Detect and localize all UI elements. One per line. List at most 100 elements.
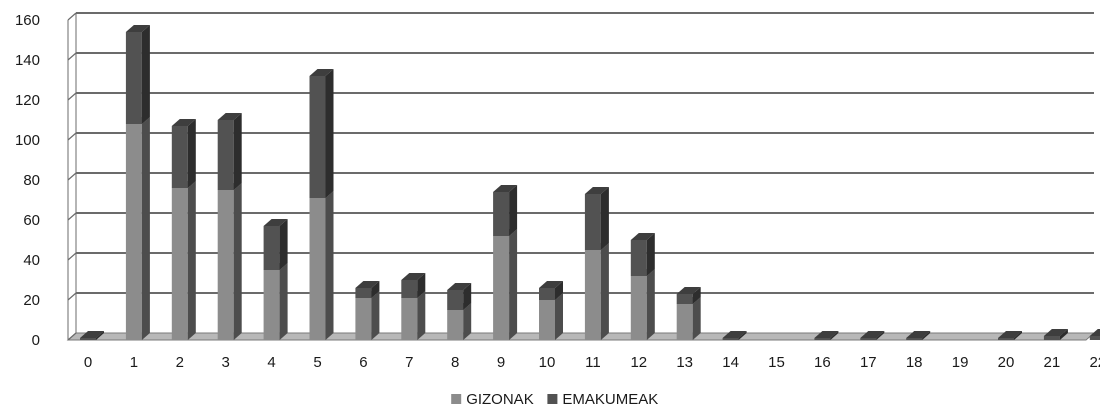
legend-label: EMAKUMEAK: [562, 391, 658, 408]
bar-segment-gizonak: [263, 263, 288, 340]
bar-side: [646, 269, 655, 340]
x-tick-label: 22: [1089, 354, 1100, 371]
bar-segment-emakumeak: [355, 281, 380, 298]
bar-side: [692, 287, 701, 304]
bar-side: [417, 273, 426, 298]
bar-side: [1059, 329, 1068, 340]
x-tick-label: 15: [768, 354, 785, 371]
bar-front: [998, 338, 1014, 340]
bar-front: [447, 290, 464, 310]
bar-front: [722, 338, 739, 340]
x-tick-label: 4: [267, 354, 275, 371]
bar-segment-emakumeak: [998, 331, 1022, 340]
bar-segment-emakumeak: [401, 273, 426, 298]
bar-segment-gizonak: [539, 293, 563, 340]
axis-layer: [67, 13, 77, 340]
bar-side: [141, 117, 150, 340]
bar-side: [463, 303, 472, 340]
legend: GIZONAK EMAKUMEAK: [451, 391, 658, 408]
y-tick-label: 80: [23, 172, 40, 189]
x-tick-label: 19: [952, 354, 969, 371]
gridline-depth: [67, 252, 77, 261]
bar-front: [80, 338, 96, 340]
bar-top: [814, 331, 839, 338]
gridline-depth: [67, 292, 77, 301]
bar-side: [187, 119, 196, 188]
bar-front: [906, 338, 923, 340]
bar-side: [509, 185, 518, 236]
bar-side: [187, 181, 196, 340]
bar-front: [125, 124, 142, 340]
bar-segment-emakumeak: [906, 331, 931, 340]
bar-front: [493, 236, 510, 340]
bar-front: [309, 76, 326, 198]
bar-side: [555, 281, 563, 300]
bar-side: [141, 25, 150, 124]
bar-segment-emakumeak: [630, 233, 655, 276]
bar-side: [738, 331, 747, 340]
bar-front: [1089, 336, 1100, 340]
bar-segment-emakumeak: [125, 25, 150, 124]
bar-front: [584, 194, 601, 250]
bar-front: [171, 126, 188, 188]
bar-side: [325, 191, 334, 340]
bar-side: [233, 113, 242, 190]
bar-front: [860, 338, 877, 340]
bar-side: [600, 243, 609, 340]
x-tick-label: 13: [676, 354, 693, 371]
gridline-depth: [67, 52, 77, 61]
legend-swatch: [547, 394, 558, 404]
bar-top: [630, 233, 655, 240]
bar-top: [80, 331, 104, 338]
bar-segment-emakumeak: [263, 219, 288, 270]
bar-top: [309, 69, 334, 76]
x-tick-label: 3: [222, 354, 230, 371]
x-tick-label: 21: [1044, 354, 1061, 371]
bar-top: [906, 331, 931, 338]
bar-front: [401, 280, 418, 298]
bar-top: [447, 283, 472, 290]
bar-side: [830, 331, 839, 340]
gridline-depth: [67, 92, 77, 101]
bar-segment-gizonak: [125, 117, 150, 340]
bar-side: [646, 233, 655, 276]
bar-front: [217, 120, 234, 190]
bar-segment-emakumeak: [447, 283, 472, 310]
bar-top: [584, 187, 609, 194]
bar-segment-emakumeak: [1043, 329, 1068, 340]
bar-segment-gizonak: [401, 291, 426, 340]
bar-front: [125, 32, 142, 124]
bar-front: [676, 294, 693, 304]
bar-side: [600, 187, 609, 250]
y-tick-label: 0: [32, 332, 40, 349]
legend-item-emakumeak: EMAKUMEAK: [547, 391, 658, 408]
bar-front: [171, 188, 188, 340]
bar-front: [493, 192, 510, 236]
bar-side: [371, 291, 380, 340]
bar-segment-gizonak: [630, 269, 655, 340]
bar-side: [96, 331, 104, 340]
bar-front: [630, 240, 647, 276]
bar-segment-emakumeak: [309, 69, 334, 198]
bar-segment-emakumeak: [814, 331, 839, 340]
bar-side: [279, 219, 288, 270]
bar-front: [355, 298, 372, 340]
bar-side: [371, 281, 380, 298]
bar-side: [509, 229, 518, 340]
x-tick-label: 12: [630, 354, 647, 371]
bar-front: [539, 300, 555, 340]
x-tick-label: 1: [130, 354, 138, 371]
bar-segment-emakumeak: [539, 281, 563, 300]
bar-segment-emakumeak: [584, 187, 609, 250]
y-tick-label: 100: [15, 132, 40, 149]
bar-segment-emakumeak: [217, 113, 242, 190]
gridline-depth: [67, 172, 77, 181]
y-tick-label: 120: [15, 92, 40, 109]
bar-side: [417, 291, 426, 340]
bar-top: [539, 281, 563, 288]
bar-segment-gizonak: [355, 291, 380, 340]
y-tick-label: 140: [15, 52, 40, 69]
bar-front: [630, 276, 647, 340]
bar-front: [584, 250, 601, 340]
